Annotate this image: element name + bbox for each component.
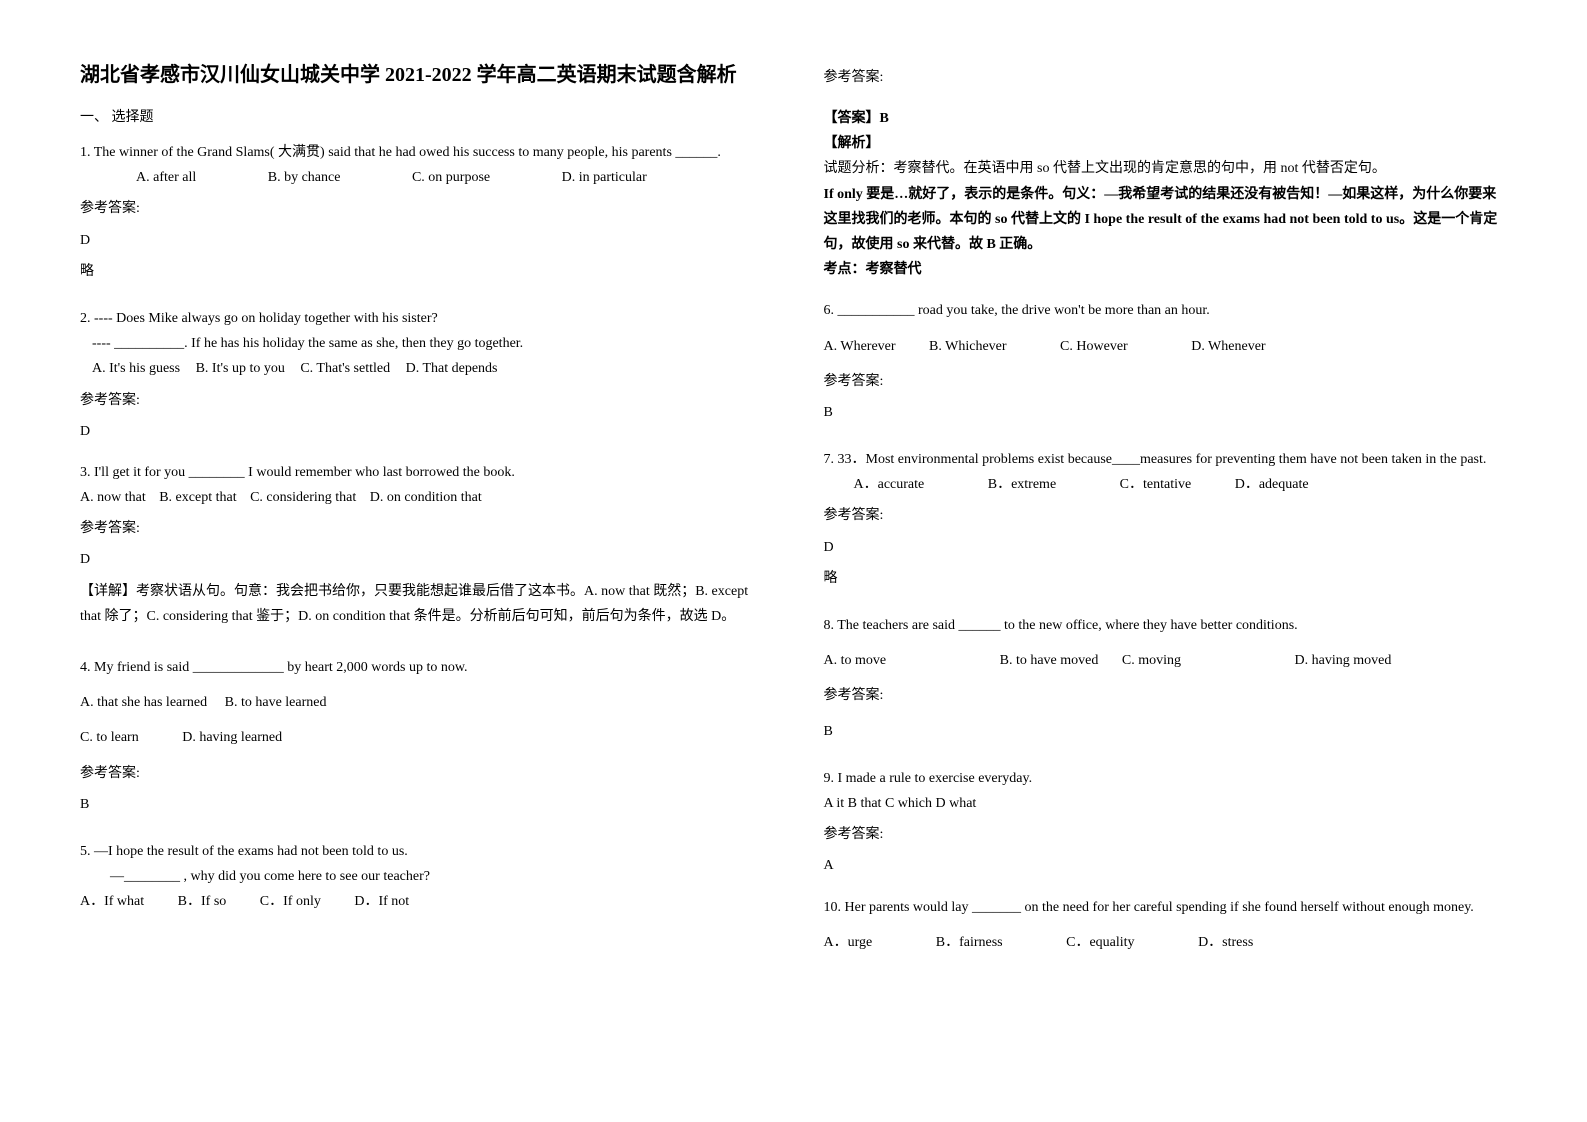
option-b: B．If so xyxy=(178,889,227,914)
question-text: 2. ---- Does Mike always go on holiday t… xyxy=(80,306,764,331)
question-6: 6. ___________ road you take, the drive … xyxy=(824,298,1508,431)
question-7: 7. 33．Most environmental problems exist … xyxy=(824,447,1508,597)
answer-value: B xyxy=(80,792,764,817)
option-a: A. after all xyxy=(108,165,196,190)
question-text: 1. The winner of the Grand Slams( 大满贯) s… xyxy=(80,140,764,165)
option-b: B. by chance xyxy=(240,165,341,190)
option-d: D．If not xyxy=(354,889,409,914)
option-a: A．If what xyxy=(80,889,144,914)
option-d: D. Whenever xyxy=(1191,334,1265,359)
option-c: C. to learn xyxy=(80,725,139,750)
question-options: C. to learn D. having learned xyxy=(80,725,764,750)
answer-label: 参考答案: xyxy=(824,503,1508,528)
answer-explanation: 【详解】考察状语从句。句意：我会把书给你，只要我能想起谁最后借了这本书。A. n… xyxy=(80,579,764,629)
answer-value: A xyxy=(824,853,1508,878)
question-3: 3. I'll get it for you ________ I would … xyxy=(80,460,764,639)
question-options: A. to move B. to have moved C. moving D.… xyxy=(824,648,1508,673)
option-c: C．If only xyxy=(260,889,321,914)
option-d: D. in particular xyxy=(534,165,647,190)
answer-value: B xyxy=(824,400,1508,425)
option-b: B. except that xyxy=(159,485,236,510)
option-c: C. considering that xyxy=(250,485,356,510)
question-options: A. that she has learned B. to have learn… xyxy=(80,690,764,715)
answer-value: D xyxy=(80,228,764,253)
option-a: A. Wherever xyxy=(824,334,896,359)
right-column: 参考答案: 【答案】B 【解析】 试题分析：考察替代。在英语中用 so 代替上文… xyxy=(824,60,1508,1062)
option-b: B. to have learned xyxy=(225,690,327,715)
option-d: D. on condition that xyxy=(370,485,482,510)
answer-label: 参考答案: xyxy=(80,388,764,413)
question-text: 10. Her parents would lay _______ on the… xyxy=(824,895,1508,920)
option-a: A. now that xyxy=(80,485,146,510)
question-text: ---- __________. If he has his holiday t… xyxy=(80,331,764,356)
answer-explanation: If only 要是…就好了，表示的是条件。句义：—我希望考试的结果还没有被告知… xyxy=(824,182,1508,258)
answer-label: 参考答案: xyxy=(80,196,764,221)
option-b: B. It's up to you xyxy=(196,356,285,381)
option-d: D．stress xyxy=(1198,930,1253,955)
answer-label: 参考答案: xyxy=(824,66,1508,86)
option-d: D．adequate xyxy=(1235,472,1309,497)
option-c: C．tentative xyxy=(1120,472,1192,497)
question-text: 3. I'll get it for you ________ I would … xyxy=(80,460,764,485)
question-options: A．If what B．If so C．If only D．If not xyxy=(80,889,764,914)
document-title: 湖北省孝感市汉川仙女山城关中学 2021-2022 学年高二英语期末试题含解析 xyxy=(80,60,764,90)
option-d: D. having moved xyxy=(1295,648,1392,673)
option-c: C. on purpose xyxy=(384,165,490,190)
analysis-label: 【解析】 xyxy=(824,131,1508,156)
question-10: 10. Her parents would lay _______ on the… xyxy=(824,895,1508,955)
question-8: 8. The teachers are said ______ to the n… xyxy=(824,613,1508,750)
q5-answer-block: 【答案】B 【解析】 试题分析：考察替代。在英语中用 so 代替上文出现的肯定意… xyxy=(824,106,1508,282)
question-1: 1. The winner of the Grand Slams( 大满贯) s… xyxy=(80,140,764,290)
answer-label: 参考答案: xyxy=(80,761,764,786)
answer-value: D xyxy=(80,419,764,444)
answer-label: 参考答案: xyxy=(80,516,764,541)
option-c: C. However xyxy=(1060,334,1128,359)
option-b: B．extreme xyxy=(988,472,1056,497)
question-text: 5. —I hope the result of the exams had n… xyxy=(80,839,764,864)
answer-note: 略 xyxy=(80,259,764,284)
option-d: D. That depends xyxy=(406,356,498,381)
question-5: 5. —I hope the result of the exams had n… xyxy=(80,839,764,915)
option-a: A. to move xyxy=(824,648,887,673)
question-2: 2. ---- Does Mike always go on holiday t… xyxy=(80,306,764,444)
option-a: A. It's his guess xyxy=(92,356,180,381)
answer-value: D xyxy=(80,547,764,572)
answer-line: 【答案】B xyxy=(824,106,1508,131)
question-4: 4. My friend is said _____________ by he… xyxy=(80,655,764,823)
option-c: C．equality xyxy=(1066,930,1134,955)
answer-label: 参考答案: xyxy=(824,683,1508,708)
option-d: D. having learned xyxy=(182,725,282,750)
answer-label: 参考答案: xyxy=(824,369,1508,394)
question-options: A. Wherever B. Whichever C. However D. W… xyxy=(824,334,1508,359)
answer-point: 考点：考察替代 xyxy=(824,257,1508,282)
option-a: A. that she has learned xyxy=(80,690,207,715)
answer-note: 略 xyxy=(824,566,1508,591)
question-options: A it B that C which D what xyxy=(824,791,1508,816)
question-text: 9. I made a rule to exercise everyday. xyxy=(824,766,1508,791)
answer-explanation: 试题分析：考察替代。在英语中用 so 代替上文出现的肯定意思的句中，用 not … xyxy=(824,156,1508,181)
question-options: A. now that B. except that C. considerin… xyxy=(80,485,764,510)
option-b: B．fairness xyxy=(936,930,1003,955)
question-9: 9. I made a rule to exercise everyday. A… xyxy=(824,766,1508,879)
question-text: 7. 33．Most environmental problems exist … xyxy=(824,447,1508,472)
option-a: A．accurate xyxy=(854,472,925,497)
option-c: C. That's settled xyxy=(300,356,390,381)
left-column: 湖北省孝感市汉川仙女山城关中学 2021-2022 学年高二英语期末试题含解析 … xyxy=(80,60,764,1062)
question-options: A．accurate B．extreme C．tentative D．adequ… xyxy=(824,472,1508,497)
answer-value: D xyxy=(824,535,1508,560)
option-b: B. Whichever xyxy=(929,334,1007,359)
question-options: A．urge B．fairness C．equality D．stress xyxy=(824,930,1508,955)
question-options: A. after all B. by chance C. on purpose … xyxy=(80,165,764,190)
question-text: 6. ___________ road you take, the drive … xyxy=(824,298,1508,323)
option-b: B. to have moved xyxy=(1000,648,1099,673)
answer-value: B xyxy=(824,719,1508,744)
question-text: 8. The teachers are said ______ to the n… xyxy=(824,613,1508,638)
question-options: A. It's his guess B. It's up to you C. T… xyxy=(80,356,764,381)
question-text: 4. My friend is said _____________ by he… xyxy=(80,655,764,680)
answer-label: 参考答案: xyxy=(824,822,1508,847)
option-c: C. moving xyxy=(1122,648,1181,673)
option-a: A．urge xyxy=(824,930,873,955)
section-heading: 一、 选择题 xyxy=(80,106,764,126)
question-text: —________ , why did you come here to see… xyxy=(80,864,764,889)
